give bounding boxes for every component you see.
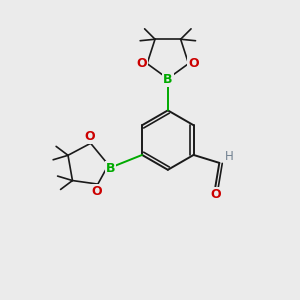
Text: H: H (225, 150, 234, 164)
Text: B: B (163, 73, 172, 86)
Text: O: O (92, 184, 102, 197)
Text: O: O (84, 130, 95, 143)
Text: O: O (188, 57, 199, 70)
Text: O: O (210, 188, 221, 201)
Text: B: B (106, 162, 115, 175)
Text: O: O (137, 57, 148, 70)
